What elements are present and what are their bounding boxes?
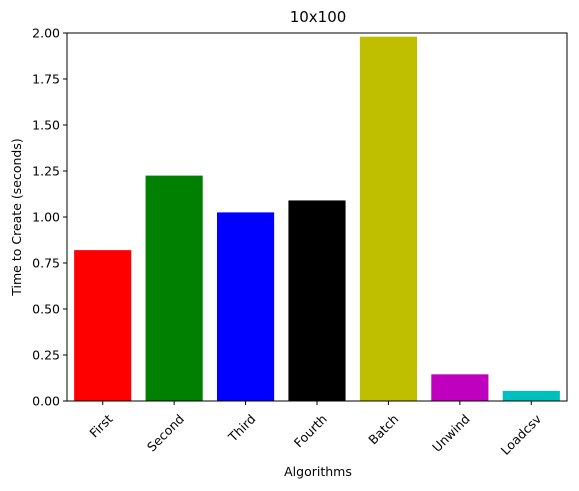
- bar-first: [74, 250, 132, 401]
- y-tick-label: 0.50: [32, 302, 60, 317]
- y-tick-label: 0.00: [32, 394, 60, 409]
- bar-second: [145, 175, 203, 401]
- y-axis-label: Time to Create (seconds): [9, 138, 24, 296]
- x-axis-label: Algorithms: [284, 464, 352, 479]
- x-tick-label-fourth: Fourth: [291, 411, 330, 450]
- bar-loadcsv: [502, 390, 560, 401]
- y-tick-label: 1.50: [32, 118, 60, 133]
- bars-group: [74, 36, 560, 402]
- bar-batch: [359, 36, 417, 402]
- y-tick-label: 1.75: [32, 72, 60, 87]
- y-tick-label: 0.25: [32, 348, 60, 363]
- x-tick-label-second: Second: [144, 411, 187, 454]
- x-tick-label-loadcsv: Loadcsv: [498, 411, 545, 458]
- y-tick-label: 0.75: [32, 256, 60, 271]
- x-tick-label-third: Third: [225, 411, 259, 445]
- x-tick-label-unwind: Unwind: [429, 411, 473, 455]
- x-tick-label-batch: Batch: [365, 411, 401, 447]
- y-axis: 0.00 0.25 0.50 0.75 1.00 1.25 1.50 1.75 2.00: [32, 26, 67, 409]
- x-tick-label-first: First: [86, 411, 115, 440]
- bar-fourth: [288, 200, 346, 401]
- y-tick-label: 1.25: [32, 164, 60, 179]
- bar-third: [217, 212, 275, 401]
- bar-unwind: [431, 374, 489, 401]
- y-tick-label: 2.00: [32, 26, 60, 41]
- y-tick-label: 1.00: [32, 210, 60, 225]
- plot-frame: [66, 32, 568, 402]
- x-axis: First Second Third Fourth Batch Unwind Loadcsv: [86, 401, 545, 458]
- chart-title: 10x100: [290, 8, 347, 26]
